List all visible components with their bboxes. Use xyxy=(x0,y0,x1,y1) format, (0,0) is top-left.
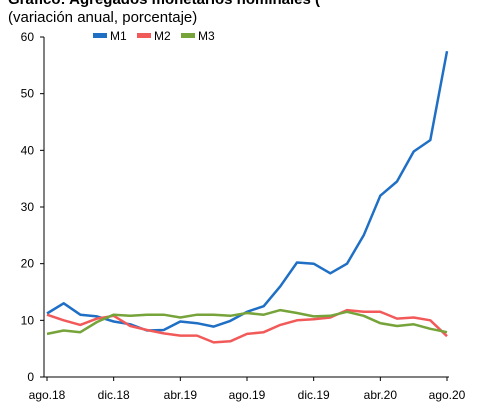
x-tick-label: dic.19 xyxy=(298,388,330,402)
line-series xyxy=(46,308,448,344)
y-tick-label: 40 xyxy=(21,143,35,157)
x-tick-label: ago.19 xyxy=(229,388,266,402)
y-tick-label: 0 xyxy=(27,370,34,384)
y-tick-label: 20 xyxy=(21,257,35,271)
legend-swatch xyxy=(93,33,107,38)
line-series xyxy=(46,50,449,332)
x-tick-label: ago.20 xyxy=(429,388,466,402)
x-tick-label: ago.18 xyxy=(29,388,66,402)
x-tick-label: dic.18 xyxy=(98,388,130,402)
legend-label: M3 xyxy=(198,29,215,43)
x-tick-label: abr.19 xyxy=(164,388,198,402)
line-series xyxy=(46,308,448,336)
y-tick-label: 50 xyxy=(21,87,35,101)
legend-label: M1 xyxy=(110,29,127,43)
chart-title: Gráfico: Agregados monetarios nominales … xyxy=(8,0,320,8)
x-tick-label: abr.20 xyxy=(364,388,398,402)
chart-subtitle: (variación anual, porcentaje) xyxy=(8,9,197,26)
y-tick-label: 10 xyxy=(21,313,35,327)
legend-swatch xyxy=(181,33,195,38)
legend-label: M2 xyxy=(154,29,171,43)
y-tick-label: 60 xyxy=(21,30,35,44)
y-tick-label: 30 xyxy=(21,200,35,214)
legend-swatch xyxy=(137,33,151,38)
